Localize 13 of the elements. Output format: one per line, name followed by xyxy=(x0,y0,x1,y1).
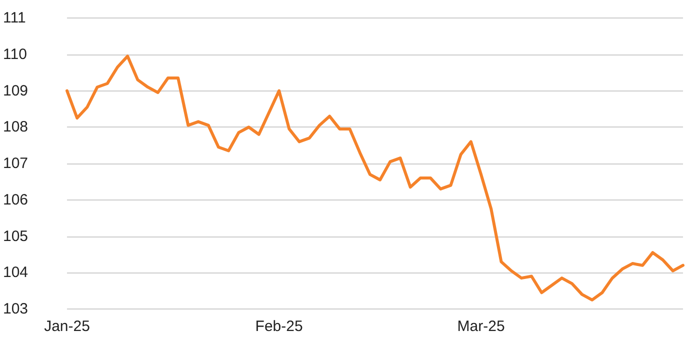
y-tick-label: 111 xyxy=(3,10,26,26)
y-tick-label: 105 xyxy=(3,228,28,245)
line-series xyxy=(66,54,684,302)
y-tick-label: 104 xyxy=(3,264,28,282)
y-tick-label: 110 xyxy=(3,46,27,63)
y-tick-label: 103 xyxy=(3,300,28,318)
y-tick-label: 106 xyxy=(3,191,28,208)
x-tick-label: Jan-25 xyxy=(44,318,90,335)
x-tick-label: Mar-25 xyxy=(457,318,505,335)
y-tick-label: 109 xyxy=(3,82,28,100)
y-tick-label: 108 xyxy=(3,118,28,136)
x-tick-label: Feb-25 xyxy=(255,318,303,335)
y-tick-label: 107 xyxy=(3,155,28,172)
